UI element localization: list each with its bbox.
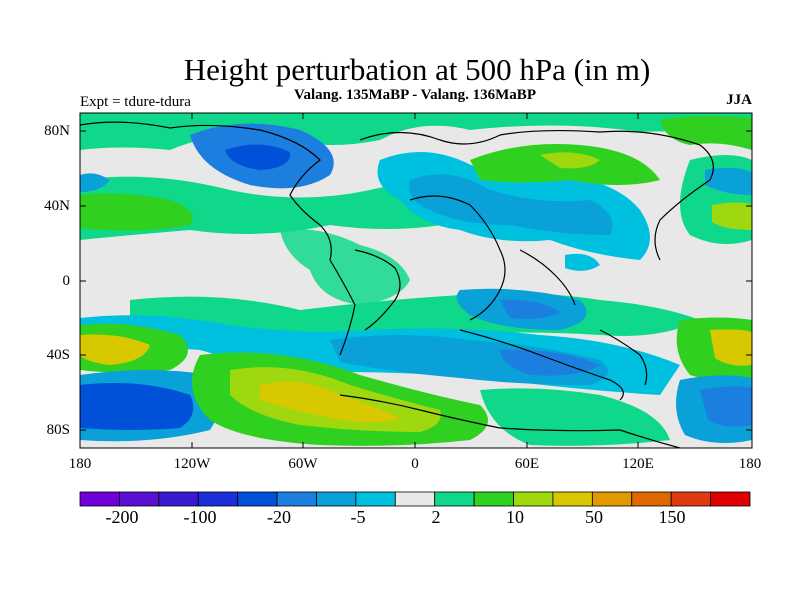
axis-ticks: [80, 113, 752, 448]
contour-darkblue-south-4: [700, 386, 752, 427]
lat-label-40s: 40S: [46, 347, 70, 363]
contour-cyan-north-3: [705, 167, 752, 195]
coast-africa: [409, 195, 506, 321]
colorbar-swatch: [394, 491, 436, 507]
lat-label-80n: 80N: [44, 123, 70, 139]
colorbar-label-150: 150: [658, 507, 686, 527]
colorbar-swatch: [631, 491, 672, 507]
colorbar-swatch: [197, 491, 239, 507]
contour-lime-north-1: [80, 193, 193, 231]
contour-lime-north-3: [660, 115, 752, 150]
colorbar-label-neg5: -5: [350, 507, 366, 527]
colorbar-swatch: [591, 491, 633, 507]
coast-antarctica: [339, 394, 681, 448]
colorbar-label-neg100: -100: [183, 507, 217, 527]
lat-label-80s: 80S: [46, 422, 70, 438]
coast-eurasia-north: [359, 129, 714, 261]
colorbar-swatch: [158, 491, 199, 507]
contour-blue-north-2: [409, 174, 613, 235]
coast-south-america-east: [354, 249, 401, 331]
coast-south-america-west: [329, 259, 356, 356]
experiment-label: Expt = tdure-tdura: [80, 94, 191, 110]
contour-yellow-south-3: [260, 381, 400, 423]
contour-darkblue-south-3: [80, 382, 194, 430]
colorbar-swatch: [552, 491, 593, 507]
contour-darkblue-north-1: [225, 144, 291, 170]
colorbar-swatch: [710, 491, 751, 507]
contour-darkblue-south-1: [500, 299, 560, 320]
colorbar-swatch: [237, 491, 278, 507]
colorbar-swatch: [79, 491, 120, 507]
coast-north-america: [80, 121, 332, 261]
colorbar-swatch: [670, 491, 711, 507]
colorbar-swatch: [316, 491, 357, 507]
contour-cyan-north-1: [80, 173, 110, 192]
colorbar-label-2: 2: [431, 507, 441, 527]
lon-label-60w: 60W: [288, 456, 318, 472]
contour-yellow-south-1: [80, 334, 150, 365]
colorbar-swatch: [513, 491, 554, 507]
lon-label-180w: 180: [68, 456, 92, 472]
map-title: Height perturbation at 500 hPa (in m): [183, 52, 651, 87]
colorbar-swatch: [473, 491, 514, 507]
colorbar-swatch: [276, 491, 317, 507]
colorbar-swatch: [355, 491, 396, 507]
lon-label-0: 0: [411, 456, 419, 472]
contour-green-tropics: [280, 229, 410, 305]
contour-cyan-tropics: [565, 253, 600, 271]
contour-green-north-1: [80, 113, 752, 150]
map-subtitle: Valang. 135MaBP - Valang. 136MaBP: [294, 87, 536, 103]
contour-yellowgreen-north-1: [540, 152, 600, 169]
contour-field: [80, 113, 752, 448]
colorbar-label-neg200: -200: [105, 507, 139, 527]
colorbar-label-10: 10: [506, 507, 524, 527]
lat-label-0: 0: [62, 273, 71, 289]
contour-yellow-south-2: [710, 329, 752, 366]
coastlines: [80, 121, 714, 448]
lon-label-120w: 120W: [173, 456, 211, 472]
colorbar-label-neg20: -20: [267, 507, 291, 527]
lon-label-120e: 120E: [622, 456, 654, 472]
lat-label-40n: 40N: [44, 198, 70, 214]
colorbar-label-50: 50: [585, 507, 603, 527]
coast-islands: [519, 249, 576, 306]
season-label: JJA: [726, 92, 752, 108]
coast-australia: [599, 329, 648, 386]
colorbar: [79, 491, 751, 507]
lon-label-180e: 180: [738, 456, 762, 472]
contour-darkblue-south-2: [500, 349, 600, 376]
lon-label-60e: 60E: [514, 456, 540, 472]
coast-india-antarctic: [459, 329, 624, 401]
contour-yellowgreen-north-2: [712, 202, 752, 230]
colorbar-swatch: [119, 491, 160, 507]
colorbar-swatch: [434, 491, 475, 507]
contour-green-north-3: [680, 155, 752, 244]
